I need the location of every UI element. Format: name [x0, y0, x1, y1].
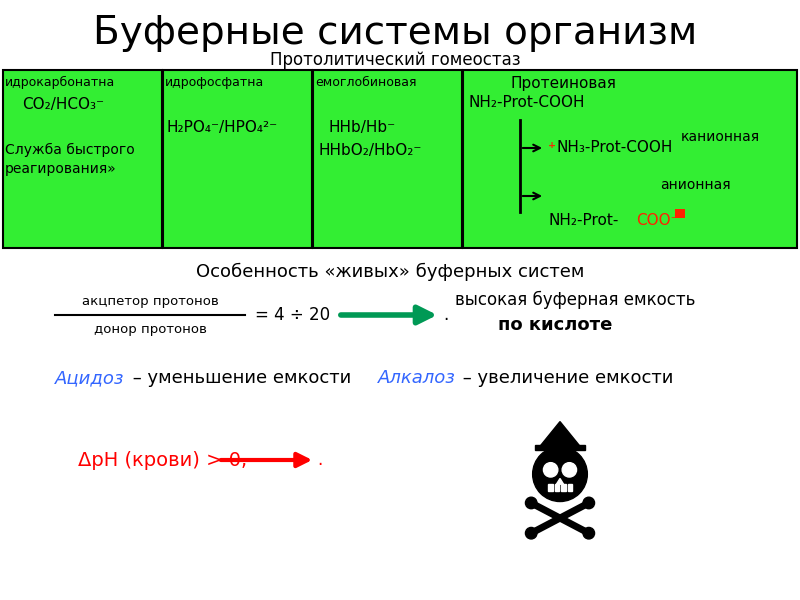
Text: .: .: [317, 451, 322, 469]
Text: CO₂/HCO₃⁻: CO₂/HCO₃⁻: [22, 97, 104, 112]
Text: – увеличение емкости: – увеличение емкости: [457, 369, 674, 387]
Text: ⁺: ⁺: [548, 140, 556, 155]
Bar: [544, 480, 576, 491]
Circle shape: [543, 463, 558, 477]
Text: Буферные системы организм: Буферные системы организм: [93, 14, 697, 52]
Text: канионная: канионная: [681, 130, 759, 144]
Circle shape: [526, 497, 537, 509]
Text: Алкалоз: Алкалоз: [378, 369, 456, 387]
Text: идрокарбонатна: идрокарбонатна: [5, 76, 115, 89]
Text: HHbO₂/HbO₂⁻: HHbO₂/HbO₂⁻: [318, 143, 422, 158]
Text: = 4 ÷ 20: = 4 ÷ 20: [255, 306, 330, 324]
Bar: [3, 70, 162, 248]
Polygon shape: [557, 478, 563, 484]
Bar: [568, 484, 572, 491]
Text: реагирования»: реагирования»: [5, 162, 117, 176]
Bar: [555, 484, 559, 491]
Circle shape: [533, 447, 587, 502]
Text: по кислоте: по кислоте: [498, 316, 612, 334]
Text: NH₃-Prot-COOH: NH₃-Prot-COOH: [556, 140, 672, 155]
Circle shape: [583, 497, 594, 509]
Text: COO⁻: COO⁻: [636, 213, 678, 228]
Text: ΔpH (крови) > 0,: ΔpH (крови) > 0,: [78, 451, 247, 469]
Text: NH₂-Prot-COOH: NH₂-Prot-COOH: [468, 95, 585, 110]
Circle shape: [526, 527, 537, 539]
Text: емоглобиновая: емоглобиновая: [315, 76, 417, 89]
Text: – уменьшение емкости: – уменьшение емкости: [127, 369, 351, 387]
Text: анионная: анионная: [660, 178, 730, 192]
Text: акцпетор протонов: акцпетор протонов: [82, 295, 218, 308]
Text: идрофосфатна: идрофосфатна: [165, 76, 264, 89]
Bar: [163, 70, 312, 248]
Bar: [534, 445, 585, 451]
Bar: [463, 70, 797, 248]
Text: H₂PO₄⁻/HPO₄²⁻: H₂PO₄⁻/HPO₄²⁻: [167, 120, 278, 135]
Text: Служба быстрого: Служба быстрого: [5, 143, 134, 157]
Text: Протолитический гомеостаз: Протолитический гомеостаз: [270, 51, 520, 69]
Text: Особенность «живых» буферных систем: Особенность «живых» буферных систем: [196, 263, 584, 281]
Bar: [562, 484, 566, 491]
Bar: [313, 70, 462, 248]
Text: высокая буферная емкость: высокая буферная емкость: [455, 291, 695, 309]
Text: Протеиновая: Протеиновая: [510, 76, 616, 91]
Circle shape: [562, 463, 577, 477]
Text: NH₂-Prot-: NH₂-Prot-: [548, 213, 618, 228]
Text: донор протонов: донор протонов: [94, 323, 206, 337]
Text: .: .: [443, 306, 448, 324]
Circle shape: [583, 527, 594, 539]
Text: HHb/Hb⁻: HHb/Hb⁻: [328, 120, 395, 135]
Polygon shape: [538, 422, 582, 448]
Bar: [549, 484, 553, 491]
Bar: [675, 209, 685, 218]
Text: Ацидоз: Ацидоз: [55, 369, 125, 387]
